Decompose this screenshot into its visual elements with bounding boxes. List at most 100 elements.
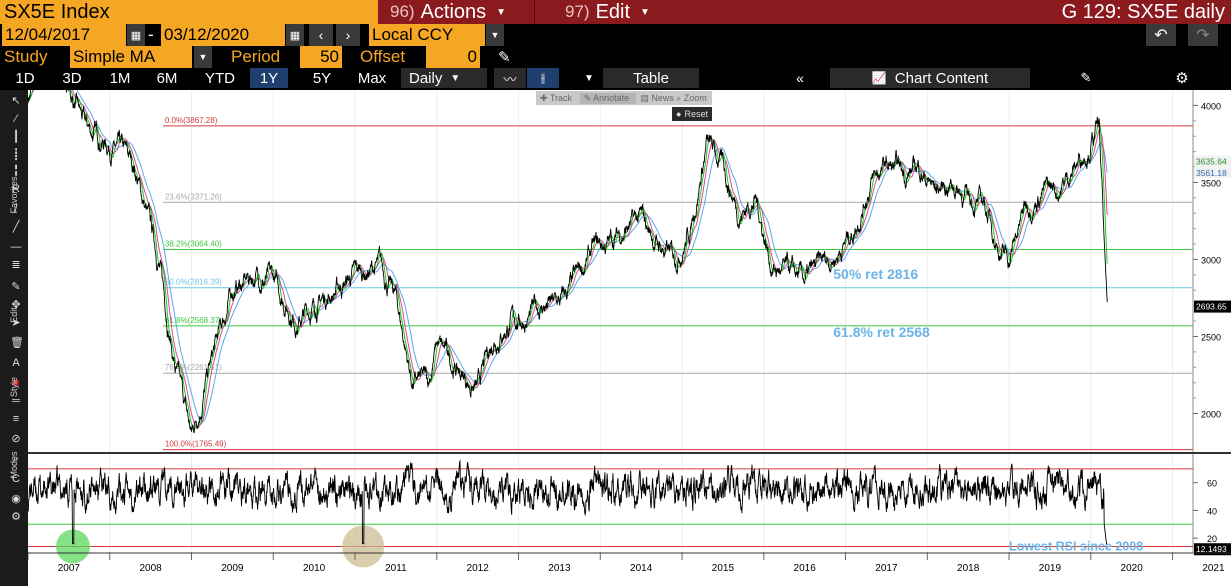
settings-icon[interactable]: ⚙ [11, 511, 21, 523]
range-button-1d[interactable]: 1D [15, 69, 35, 87]
calendar-icon[interactable]: ▦ [286, 24, 304, 46]
rsi-mode-icon[interactable]: C [12, 473, 20, 485]
year-label: 2018 [957, 563, 980, 574]
hide-icon[interactable]: ⊘ [11, 433, 21, 445]
pen-icon[interactable]: ✎ [498, 49, 511, 66]
table-text: Table [633, 69, 669, 87]
brush-icon[interactable]: / [14, 203, 18, 215]
news-tool[interactable]: ▤ News [636, 93, 674, 104]
study-select[interactable]: Simple MA [70, 46, 192, 68]
end-date-field[interactable]: 03/12/2020 [161, 24, 285, 46]
draw-icon[interactable]: ╱ [12, 221, 20, 233]
undo-icon[interactable]: ↶ [1146, 24, 1176, 46]
zoom-tool[interactable]: ⌕ Zoom [674, 93, 712, 104]
end-date-text: 03/12/2020 [164, 25, 250, 44]
fib-label: 38.2%(3064.40) [165, 240, 222, 249]
price-tick-label: 3500 [1201, 178, 1221, 188]
year-label: 2015 [712, 563, 735, 574]
fib-icon[interactable]: ≣ [11, 259, 21, 271]
prev-period-button[interactable]: ‹ [309, 24, 333, 46]
thick-line-icon[interactable]: ═ [12, 395, 20, 407]
actions-num: 96) [390, 2, 415, 21]
candle-chart-icon[interactable]: ⫲ [527, 68, 559, 88]
year-label: 2014 [630, 563, 653, 574]
track-tool[interactable]: ✚ Track [536, 93, 580, 104]
measure-icon[interactable]: ┋ [12, 149, 20, 161]
range-button-5y[interactable]: 5Y [312, 69, 332, 87]
rsi-tick-label: 60 [1207, 479, 1217, 489]
currency-text: Local CCY [372, 25, 454, 44]
last-price-label: 2693.65 [1196, 302, 1227, 312]
news-text: News [651, 92, 674, 103]
ma-value-badge [1194, 167, 1231, 179]
reset-button[interactable]: ● Reset [672, 107, 712, 121]
table-button[interactable]: Table [603, 68, 699, 88]
calendar-icon[interactable]: ▦ [127, 24, 145, 46]
fib-label: 0.0%(3867.28) [165, 116, 218, 125]
range-button-3d[interactable]: 3D [62, 69, 82, 87]
start-date-field[interactable]: 12/04/2017 [2, 24, 126, 46]
price-chart[interactable]: 0.0%(3867.28) 23.6%(3371.26) 38.2%(3064.40… [28, 90, 1231, 586]
pencil-icon[interactable]: ✎ [11, 281, 21, 293]
annotate-tool[interactable]: ✎ Annotate [579, 92, 637, 104]
chart-type-dropdown[interactable]: ▼ [584, 72, 594, 84]
cursor-icon[interactable]: ↖ [11, 95, 21, 107]
color-icon[interactable]: ■ [12, 377, 20, 389]
ruler-icon[interactable]: ┃ [12, 131, 20, 143]
edit-label: Edit [595, 0, 631, 23]
redo-icon[interactable]: ↷ [1188, 24, 1218, 46]
fib-label: 61.8%(2568.37) [165, 316, 222, 325]
ma-green-line [28, 90, 1108, 430]
gear-icon[interactable]: ⚙ [1175, 70, 1189, 87]
year-label: 2013 [548, 563, 571, 574]
edit-chart-icon[interactable]: ✎ [1080, 70, 1092, 85]
trash-icon[interactable]: 🗑 [10, 337, 24, 349]
page-title: G 129: SX5E daily [1062, 0, 1225, 24]
period-label-text: Period [231, 47, 281, 66]
move-icon[interactable]: ✥ [11, 299, 21, 311]
year-label: 2017 [875, 563, 898, 574]
chart-content-button[interactable]: 📈 Chart Content [830, 68, 1030, 88]
line-tool-icon[interactable]: ∕ [15, 113, 17, 125]
collapse-icon[interactable]: « [796, 70, 804, 86]
font-size-icon[interactable]: A [12, 357, 20, 369]
select-icon[interactable]: ➤ [11, 317, 21, 329]
chevron-down-icon[interactable]: ▼ [194, 46, 212, 68]
range-button-ytd[interactable]: YTD [205, 69, 235, 87]
currency-select[interactable]: Local CCY [369, 24, 485, 46]
actions-menu[interactable]: 96) Actions ▼ [380, 0, 532, 24]
chevron-down-icon[interactable]: ▼ [486, 24, 504, 46]
color-wheel-icon[interactable]: ◉ [11, 493, 21, 505]
edit-menu[interactable]: 97) Edit ▼ [534, 0, 686, 24]
annotate-icon: ✎ [583, 92, 592, 103]
year-label: 2012 [467, 563, 490, 574]
next-period-button[interactable]: › [336, 24, 360, 46]
year-label: 2016 [794, 563, 817, 574]
reset-icon: ● [676, 109, 682, 119]
search-icon[interactable]: ⌕ [12, 453, 20, 465]
horizontal-line-icon[interactable]: — [10, 241, 22, 253]
vertical-lines-icon[interactable]: ╏ [12, 165, 20, 177]
rsi-last-badge [1194, 543, 1231, 556]
period-input[interactable]: 50 [300, 46, 342, 68]
ticker-field[interactable]: SX5E Index [0, 0, 378, 24]
rsi-plot-area [28, 459, 1193, 568]
rsi-tick-label: 40 [1207, 506, 1217, 516]
fib-label: 76.4%(2261.51) [165, 363, 222, 372]
news-icon: ▤ [640, 92, 649, 103]
magnet-icon[interactable]: R [12, 183, 20, 195]
line-chart-icon[interactable]: 〰 [494, 68, 526, 88]
offset-label: Offset [360, 46, 426, 68]
range-button-1y[interactable]: 1Y [250, 68, 288, 88]
range-button-max[interactable]: Max [357, 69, 387, 87]
range-button-1m[interactable]: 1M [109, 69, 131, 87]
side-label-modes: Modes [9, 451, 19, 479]
study-value-text: Simple MA [73, 47, 156, 66]
offset-input[interactable]: 0 [426, 46, 480, 68]
price-tick-label: 2000 [1201, 409, 1221, 419]
side-toolbar: ↖ ∕ ┃ ┋ ╏ R / ╱ — ≣ ✎ ✥ ➤ 🗑 A ■ ═ ≡ ⊘ ⌕ C ◉ ⚙ Favorites Edit S… [0, 90, 28, 586]
side-label-favorites: Favorites [9, 176, 19, 214]
frequency-select[interactable]: Daily ▼ [401, 68, 487, 88]
line-style-icon[interactable]: ≡ [12, 413, 20, 425]
range-button-6m[interactable]: 6M [156, 69, 178, 87]
